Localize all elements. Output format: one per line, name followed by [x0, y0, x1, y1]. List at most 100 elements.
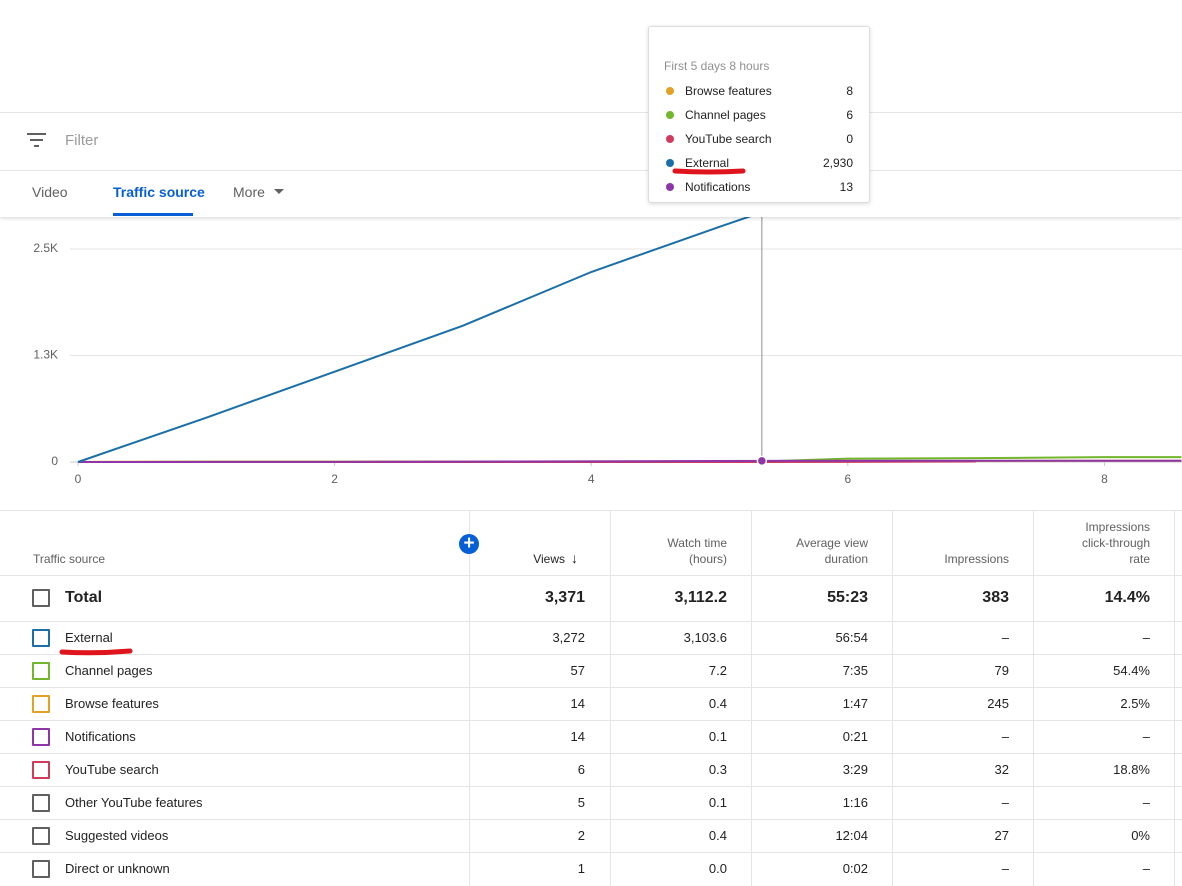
cell-value: 3:29: [842, 761, 868, 777]
legend-dot: [666, 87, 674, 95]
cell-value: 7:35: [842, 662, 868, 678]
cell-value: 2: [577, 827, 585, 843]
cell-value: 3,371: [544, 589, 585, 606]
cell-value: 0.3: [708, 761, 727, 777]
legend-dot: [666, 111, 674, 119]
tooltip-label: Channel pages: [685, 108, 766, 122]
row-label: YouTube search: [65, 761, 159, 777]
tooltip-value: 2,930: [822, 156, 853, 170]
checkbox[interactable]: [32, 760, 50, 779]
column-header: Traffic source: [33, 552, 106, 566]
checkbox[interactable]: [32, 826, 50, 845]
tooltip: First 5 days 8 hours Browse features 8 Cha…: [648, 26, 870, 203]
series-line: [77, 211, 763, 463]
cell-value: 12:04: [835, 827, 868, 843]
cell-value: 0:21: [842, 728, 868, 744]
tooltip-row: Browse features 8: [649, 83, 869, 99]
cell-value: 0.0: [708, 860, 727, 876]
row-label: Suggested videos: [65, 827, 169, 843]
checkbox[interactable]: [32, 793, 50, 812]
cell-value: –: [1142, 860, 1150, 876]
row-divider: [0, 510, 1182, 511]
add-column-button[interactable]: +: [459, 534, 479, 554]
checkbox[interactable]: [32, 589, 50, 607]
row-label: Channel pages: [65, 662, 153, 678]
checkbox[interactable]: [32, 628, 50, 647]
legend-dot: [666, 159, 674, 167]
filter-icon[interactable]: [27, 131, 47, 149]
y-tick-label: 0: [51, 454, 58, 468]
column-header[interactable]: Views: [533, 552, 565, 566]
cell-value: 0.1: [708, 728, 727, 744]
cell-value: 0.4: [708, 695, 727, 711]
divider: [0, 170, 1182, 171]
tooltip-value: 0: [846, 132, 853, 146]
cell-value: 3,272: [552, 629, 585, 645]
x-tick-label: 4: [588, 472, 595, 486]
cell-value: 3,112.2: [674, 589, 728, 606]
cell-value: –: [1001, 728, 1009, 744]
tooltip-value: 8: [846, 84, 853, 98]
cell-value: 14: [570, 728, 585, 744]
cell-value: 5: [577, 794, 585, 810]
row-divider: [0, 753, 1182, 754]
cell-value: 56:54: [835, 629, 868, 645]
x-tick-label: 0: [75, 472, 82, 486]
row-label: Total: [65, 589, 103, 606]
tooltip-label: Browse features: [685, 84, 772, 98]
tooltip-value: 13: [839, 180, 853, 194]
row-label: Direct or unknown: [65, 860, 170, 876]
cell-value: 1:16: [842, 794, 868, 810]
cell-value: 14: [570, 695, 585, 711]
tooltip-label: YouTube search: [685, 132, 772, 146]
cell-value: –: [1142, 629, 1150, 645]
cell-value: 14.4%: [1104, 589, 1150, 606]
x-tick-label: 6: [844, 472, 851, 486]
cell-value: –: [1001, 629, 1009, 645]
filter-input[interactable]: Filter: [65, 132, 99, 149]
column-divider: [610, 510, 611, 886]
checkbox[interactable]: [32, 859, 50, 878]
tooltip-label: Notifications: [685, 180, 751, 194]
checkbox[interactable]: [32, 661, 50, 680]
cell-value: 18.8%: [1113, 761, 1150, 777]
legend-dot: [666, 183, 674, 191]
row-divider: [0, 819, 1182, 820]
column-header: Average view duration: [796, 536, 868, 566]
row-divider: [0, 786, 1182, 787]
cell-value: 1: [577, 860, 585, 876]
cell-value: 32: [994, 761, 1009, 777]
sort-arrow[interactable]: ↓: [571, 550, 578, 566]
cell-value: 245: [987, 695, 1009, 711]
cell-value: 79: [994, 662, 1009, 678]
cell-value: 1:47: [842, 695, 868, 711]
column-header: Impressions: [944, 552, 1009, 566]
row-divider: [0, 852, 1182, 853]
tab[interactable]: More: [233, 184, 265, 200]
tab[interactable]: Video: [32, 184, 68, 200]
dropdown-arrow[interactable]: [274, 188, 286, 196]
cell-value: 0%: [1131, 827, 1150, 843]
x-tick-label: 8: [1101, 472, 1108, 486]
cell-value: 0.1: [708, 794, 727, 810]
annotation-underline: [59, 648, 133, 656]
cell-value: 57: [570, 662, 585, 678]
tab-active[interactable]: Traffic source: [113, 184, 205, 200]
cell-value: 55:23: [827, 589, 868, 606]
cell-value: 383: [982, 589, 1009, 606]
cell-value: 7.2: [708, 662, 727, 678]
series-line: [77, 459, 1182, 463]
column-header: Impressions click-through rate: [1081, 520, 1150, 566]
tooltip-row: YouTube search 0: [649, 131, 869, 147]
tooltip-row: Notifications 13: [649, 179, 869, 195]
tooltip-title: First 5 days 8 hours: [664, 59, 770, 73]
row-divider: [0, 621, 1182, 622]
column-divider: [469, 510, 470, 886]
legend-dot: [666, 135, 674, 143]
chart: 0 1.3K 2.5K 0 2 4 6 8: [33, 200, 1182, 486]
checkbox[interactable]: [32, 727, 50, 746]
tooltip-value: 6: [846, 108, 853, 122]
row-divider: [0, 575, 1182, 576]
column-divider: [1174, 510, 1175, 886]
checkbox[interactable]: [32, 694, 50, 713]
